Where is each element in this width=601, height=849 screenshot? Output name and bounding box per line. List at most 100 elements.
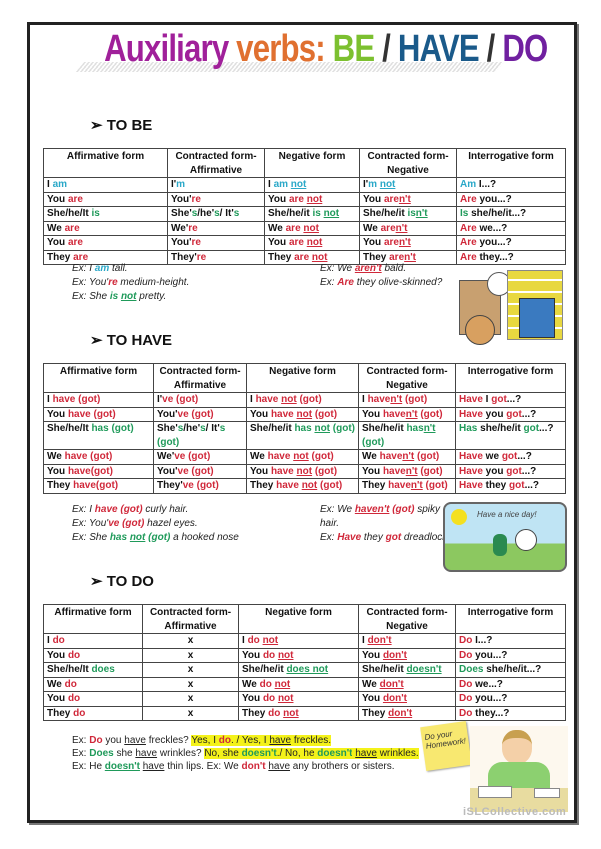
text-segment: You [47,693,68,704]
example-sentence: Ex: You've (got) hazel eyes. [72,517,239,531]
text-segment: You [47,193,68,205]
text-segment: Ex: She [72,291,110,302]
text-segment: has [406,423,424,434]
table-cell: I do [43,633,143,649]
text-segment: She/he/it [250,423,295,434]
text-segment: I [242,635,248,646]
table-row: We are We're We are not We aren't Are we...? [43,220,566,236]
text-segment: Have [459,451,483,462]
example-sentence: Ex: Does she have wrinkles? No, she does… [72,747,419,760]
text-segment: I' [171,179,177,190]
text-segment: She' [171,208,192,219]
text-segment: dreadlocks? [401,532,458,543]
watermark: iSLCollective.com [463,806,567,818]
table-cell: Have you got...? [455,406,566,422]
table-cell: She/he/it isn't [359,206,457,222]
text-segment: Do [459,635,473,646]
text-segment: I' [363,179,369,190]
text-segment: you...? [472,649,508,661]
text-segment: Are [460,222,477,234]
text-segment: don't [241,761,266,772]
text-segment: Ex: I [72,263,95,274]
text-segment: not [296,408,313,420]
table-cell: She/he/it has not (got) [246,421,359,450]
text-segment: They [362,707,389,719]
table-cell: I have not (got) [246,392,359,408]
table-cell: They don't [358,705,456,721]
column-header: Contracted form-Negative [359,148,457,178]
table-row: They are They're They are not They aren't Ar… [43,249,566,265]
text-segment: ...? [539,423,554,434]
text-segment: n't [415,208,428,219]
table-cell: They are not [264,249,360,265]
text-segment: We [242,678,260,690]
text-segment: m [176,179,186,190]
text-segment: they [361,532,386,543]
table-cell: You have not (got) [246,463,359,479]
table-cell: You are not [264,235,360,251]
table-cell: You are [43,191,168,207]
text-segment: are [288,237,304,248]
text-segment: not [323,208,340,219]
text-segment: s [219,423,226,434]
text-segment: Yes, I [191,735,219,746]
table-cell: Have they got...? [455,478,566,494]
table-cell: Is she/he/it...? [456,206,566,222]
table-cell: She/he/it doesn't [358,662,456,678]
example-sentence: Ex: She has not (got) a hooked nose [72,531,239,545]
text-segment: not [262,635,279,646]
text-segment: They [47,251,74,263]
text-segment: Does [89,748,114,759]
text-segment: ve (got) [182,480,219,491]
text-segment: x [187,707,194,719]
title-word: / [374,28,398,70]
table-cell: Do you...? [455,647,566,663]
table-cell: Do they...? [455,705,566,721]
column-header: Affirmative form [43,604,143,634]
text-segment: We' [171,222,189,234]
table-cell: You do not [238,691,359,707]
text-segment: we...? [476,222,508,234]
text-segment: I' [157,394,163,405]
text-segment: is [407,208,416,219]
text-segment: thin lips. Ex: We [164,761,242,772]
column-header: Interrogative form [455,363,566,393]
text-segment: Has [459,423,478,434]
text-segment: do [262,649,276,661]
text-segment: doesn't [317,748,353,759]
text-segment: are [380,222,396,234]
text-segment: You [47,649,68,661]
text-segment: not [129,532,146,543]
text-segment: We [47,222,65,234]
text-segment: x [187,678,194,690]
text-segment: they [482,480,510,491]
text-segment: ve (got) [177,465,214,477]
table-cell: She/he/It has (got) [43,421,154,450]
heading-to-be: ➢ TO BE [90,117,153,134]
table-row: You have(got) You've (got) You have not (g… [43,463,566,479]
column-header: Negative form [238,604,359,634]
text-segment: have [367,394,391,405]
text-segment: They' [171,251,197,263]
text-segment: / It' [219,208,234,219]
text-segment: Ex: [72,735,90,746]
to-have-examples-right: Ex: We haven't (got) spiky hair. Ex: Have… [320,503,460,545]
text-segment: n't [398,193,411,205]
do-your-homework-sticky-note: Do your Homework! [420,721,472,771]
text-segment: (got) [299,394,322,405]
table-cell: You haven't (got) [358,406,456,422]
table-cell: I've (got) [153,392,247,408]
text-segment: curly hair. [142,504,189,515]
example-sentence: Ex: We aren't bald. [320,262,442,276]
text-segment: don't [388,707,413,719]
text-segment: I [47,635,53,646]
table-row: She/he/It has (got) She's/he's/ It's (got… [43,421,566,450]
text-segment: (got) [332,423,356,434]
text-segment: don't [382,649,407,661]
text-segment: have(got) [73,480,119,491]
table-cell: You are [43,235,168,251]
column-header: Affirmative form [43,148,168,178]
text-segment: do [262,693,276,704]
table-cell: They haven't (got) [358,478,456,494]
header-row: Affirmative form Contracted form-Affirmat… [43,363,566,393]
